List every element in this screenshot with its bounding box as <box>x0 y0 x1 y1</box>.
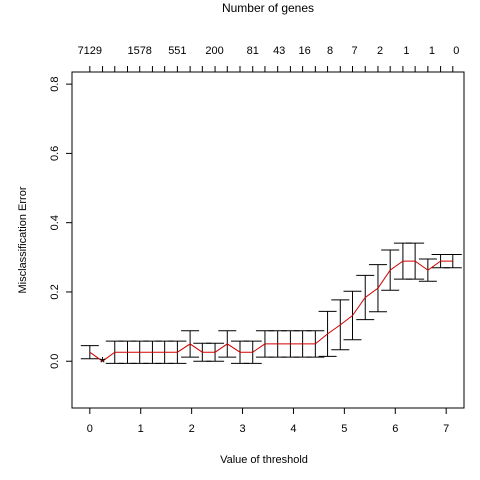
top-tick-label: 7 <box>351 45 357 57</box>
x-tick-label: 1 <box>138 423 144 435</box>
y-axis-label: Misclassification Error <box>17 186 29 293</box>
chart-title: Number of genes <box>222 1 314 15</box>
x-tick-label: 3 <box>239 423 245 435</box>
x-axis-label: Value of threshold <box>220 454 308 466</box>
y-tick-label: 0.6 <box>49 146 61 161</box>
top-tick-label: 43 <box>273 45 285 57</box>
x-tick-label: 0 <box>87 423 93 435</box>
x-tick-label: 7 <box>443 423 449 435</box>
top-tick-label: 2 <box>377 45 383 57</box>
top-tick-label: 1 <box>403 45 409 57</box>
top-tick-label: 81 <box>247 45 259 57</box>
x-tick-label: 2 <box>189 423 195 435</box>
y-tick-label: 0.2 <box>49 284 61 299</box>
y-tick-label: 0.8 <box>49 76 61 91</box>
x-tick-label: 4 <box>290 423 296 435</box>
top-tick-label: 1 <box>429 45 435 57</box>
y-tick-label: 0.0 <box>49 354 61 369</box>
top-tick-label: 200 <box>205 45 223 57</box>
y-tick-label: 0.4 <box>49 215 61 230</box>
top-tick-label: 0 <box>453 45 459 57</box>
top-tick-label: 7129 <box>78 45 102 57</box>
top-tick-label: 16 <box>299 45 311 57</box>
top-tick-label: 551 <box>168 45 186 57</box>
min-point-marker: * <box>99 355 105 372</box>
x-tick-label: 6 <box>392 423 398 435</box>
top-tick-label: 1578 <box>127 45 151 57</box>
x-tick-label: 5 <box>341 423 347 435</box>
top-tick-label: 8 <box>327 45 333 57</box>
